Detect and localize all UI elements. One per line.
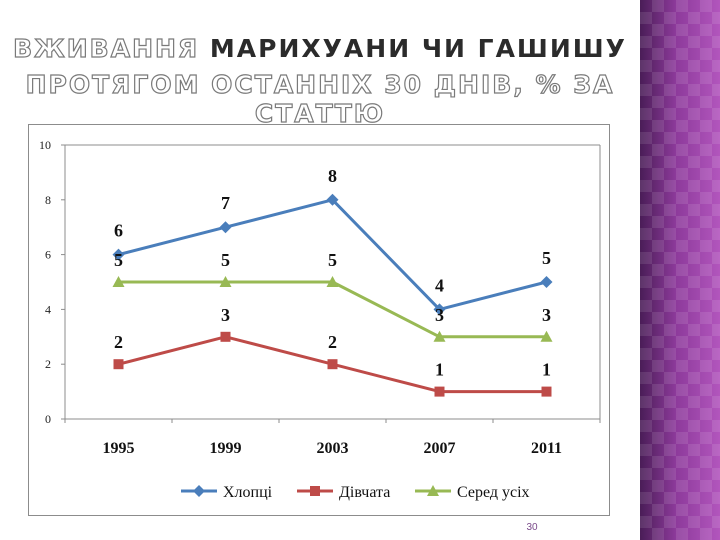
legend-marker — [310, 486, 320, 496]
data-label: 5 — [328, 250, 337, 270]
legend-label: Дівчата — [339, 484, 390, 501]
title-solid-words: МАРИХУАНИ ЧИ ГАШИШУ — [209, 34, 627, 63]
x-tick-label: 2011 — [531, 440, 562, 457]
data-point-marker — [434, 386, 445, 397]
data-point-marker — [326, 193, 339, 206]
data-point-marker — [433, 303, 446, 316]
y-tick-label: 10 — [39, 138, 51, 152]
data-point-marker — [220, 331, 231, 342]
data-label: 3 — [221, 305, 230, 325]
y-tick-label: 2 — [45, 357, 51, 371]
chart-frame: 0 2 4 6 8 10 1995 1999 2003 2007 2011 6 7 8 4 5 2 3 2 1 1 5 5 5… — [28, 124, 610, 516]
data-label: 2 — [328, 332, 337, 352]
data-label: 3 — [542, 305, 551, 325]
legend-label: Серед усіх — [457, 484, 530, 501]
legend-marker — [427, 485, 439, 496]
data-point-marker — [541, 386, 552, 397]
data-point-marker — [219, 221, 232, 234]
legend-label: Хлопці — [223, 484, 273, 501]
data-point-marker — [327, 359, 338, 370]
data-point-marker — [112, 276, 125, 287]
x-tick-label: 2003 — [317, 440, 349, 457]
data-label: 8 — [328, 166, 337, 186]
series-line-3 — [118, 280, 547, 339]
x-tick-label: 1995 — [103, 440, 135, 457]
y-tick-label: 6 — [45, 248, 51, 262]
data-point-marker — [540, 330, 553, 342]
data-label: 7 — [221, 193, 230, 213]
data-label: 1 — [542, 360, 551, 380]
data-point-marker — [112, 248, 125, 261]
x-tick-label: 2007 — [424, 440, 456, 457]
title-outline-word: ВЖИВАННЯ — [12, 33, 200, 63]
slide-title-line-2: ПРОТЯГОМ ОСТАННІХ 30 ДНІВ, % ЗА СТАТТЮ — [25, 69, 615, 128]
data-point-marker — [433, 330, 446, 342]
data-label: 4 — [435, 275, 444, 295]
data-label: 2 — [114, 332, 123, 352]
x-tick-label: 1999 — [210, 440, 242, 457]
y-tick-label: 4 — [45, 302, 51, 316]
data-label: 5 — [542, 248, 551, 268]
data-point-marker — [113, 359, 124, 370]
y-tick-label: 8 — [45, 193, 51, 207]
y-tick-label: 0 — [45, 412, 51, 426]
data-label: 1 — [435, 360, 444, 380]
decorative-side-panel — [640, 0, 720, 540]
data-point-marker — [540, 276, 553, 288]
data-point-marker — [219, 276, 232, 287]
legend-marker — [193, 485, 205, 497]
slide-title-line-1: ВЖИВАННЯ МАРИХУАНИ ЧИ ГАШИШУ — [0, 33, 640, 63]
data-label: 5 — [114, 250, 123, 270]
data-point-marker — [326, 276, 339, 287]
line-chart: 0 2 4 6 8 10 1995 1999 2003 2007 2011 6 7 8 4 5 2 3 2 1 1 5 5 5… — [39, 138, 601, 501]
data-label: 6 — [114, 221, 123, 241]
page-number: 30 — [526, 522, 538, 533]
data-label: 5 — [221, 250, 230, 270]
data-label: 3 — [435, 305, 444, 325]
